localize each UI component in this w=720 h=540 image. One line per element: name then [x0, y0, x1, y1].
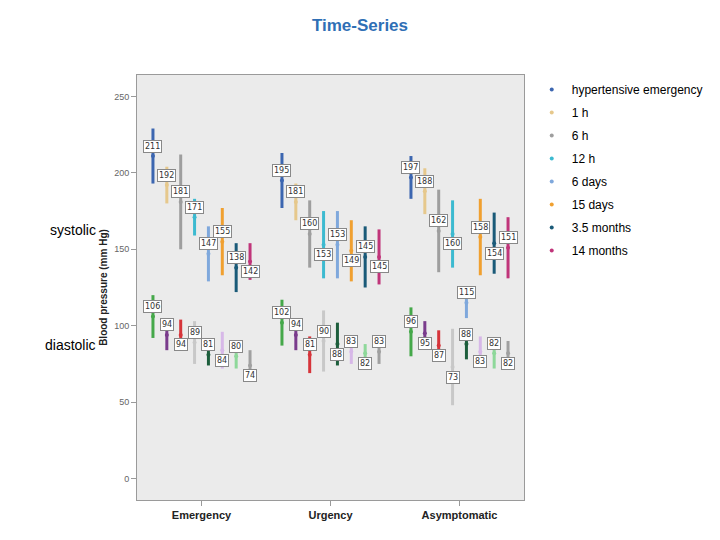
svg-text:90: 90 [319, 327, 329, 336]
svg-text:6 days: 6 days [572, 175, 607, 189]
svg-text:95: 95 [420, 339, 430, 348]
svg-text:82: 82 [489, 339, 499, 348]
svg-text:systolic: systolic [50, 222, 96, 238]
svg-text:197: 197 [403, 163, 418, 172]
svg-text:195: 195 [274, 166, 289, 175]
svg-text:102: 102 [274, 308, 289, 317]
svg-text:250: 250 [114, 92, 129, 102]
svg-text:106: 106 [145, 302, 160, 311]
svg-text:138: 138 [229, 253, 244, 262]
svg-text:84: 84 [217, 356, 227, 365]
svg-text:150: 150 [114, 244, 129, 254]
svg-text:96: 96 [406, 317, 416, 326]
svg-text:83: 83 [374, 337, 384, 346]
svg-text:155: 155 [215, 227, 230, 236]
svg-text:158: 158 [473, 223, 488, 232]
svg-text:1 h: 1 h [572, 106, 589, 120]
svg-text:147: 147 [201, 239, 216, 248]
svg-text:82: 82 [360, 359, 370, 368]
svg-text:181: 181 [173, 187, 188, 196]
svg-text:94: 94 [176, 340, 186, 349]
svg-text:6 h: 6 h [572, 129, 589, 143]
svg-text:14 months: 14 months [572, 244, 628, 258]
svg-text:162: 162 [431, 216, 446, 225]
svg-text:89: 89 [190, 328, 200, 337]
svg-text:12 h: 12 h [572, 152, 595, 166]
svg-text:88: 88 [332, 350, 342, 359]
svg-text:87: 87 [434, 351, 444, 360]
svg-text:151: 151 [501, 233, 516, 242]
svg-text:154: 154 [487, 249, 502, 258]
svg-text:192: 192 [159, 171, 174, 180]
svg-text:diastolic: diastolic [45, 337, 96, 353]
svg-text:145: 145 [372, 262, 387, 271]
svg-text:73: 73 [448, 373, 458, 382]
svg-text:94: 94 [291, 320, 301, 329]
svg-text:200: 200 [114, 168, 129, 178]
svg-text:153: 153 [316, 250, 331, 259]
svg-text:81: 81 [305, 340, 315, 349]
svg-text:149: 149 [344, 256, 359, 265]
svg-text:88: 88 [461, 330, 471, 339]
svg-text:Emergency: Emergency [172, 509, 232, 521]
svg-text:hypertensive emergency: hypertensive emergency [572, 83, 703, 97]
svg-text:100: 100 [114, 321, 129, 331]
svg-text:188: 188 [417, 177, 432, 186]
svg-text:80: 80 [231, 342, 241, 351]
svg-text:115: 115 [459, 288, 474, 297]
svg-text:3.5 months: 3.5 months [572, 221, 631, 235]
svg-text:153: 153 [330, 230, 345, 239]
svg-text:160: 160 [302, 219, 317, 228]
svg-text:160: 160 [445, 239, 460, 248]
svg-text:81: 81 [203, 340, 213, 349]
svg-text:0: 0 [124, 474, 129, 484]
svg-text:82: 82 [503, 359, 513, 368]
svg-text:Urgency: Urgency [308, 509, 353, 521]
svg-text:142: 142 [243, 267, 258, 276]
svg-text:Time-Series: Time-Series [312, 16, 408, 35]
svg-text:171: 171 [187, 203, 202, 212]
svg-text:181: 181 [288, 187, 303, 196]
svg-text:211: 211 [145, 142, 160, 151]
svg-text:145: 145 [358, 242, 373, 251]
svg-text:74: 74 [245, 371, 255, 380]
svg-text:50: 50 [119, 397, 129, 407]
svg-text:83: 83 [475, 357, 485, 366]
svg-text:Blood pressure (mm Hg): Blood pressure (mm Hg) [98, 229, 109, 346]
svg-text:83: 83 [346, 337, 356, 346]
svg-text:15 days: 15 days [572, 198, 614, 212]
svg-text:94: 94 [162, 320, 172, 329]
svg-text:Asymptomatic: Asymptomatic [422, 509, 498, 521]
